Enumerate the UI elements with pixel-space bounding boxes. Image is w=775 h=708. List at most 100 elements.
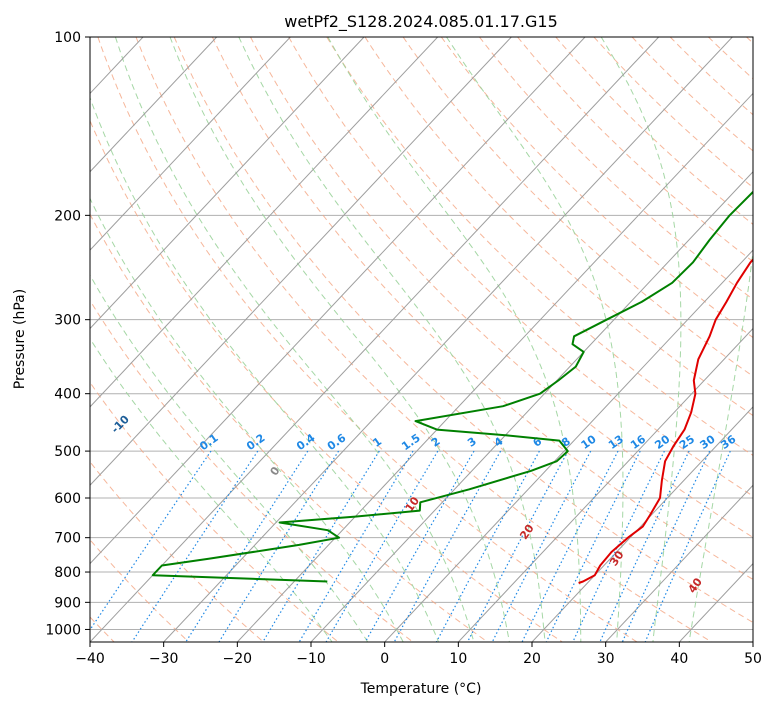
x-tick-label: 40 xyxy=(670,651,688,667)
moist-adiabat-line xyxy=(327,37,582,642)
mixing-ratio-label: 30 xyxy=(698,432,718,452)
mixing-ratio-label: 36 xyxy=(718,432,738,452)
y-tick-label: 800 xyxy=(54,565,81,581)
mixing-ratio-line xyxy=(572,450,665,642)
isotherm-line xyxy=(163,37,733,642)
x-tick-label: 10 xyxy=(449,651,467,667)
dry-adiabat-line xyxy=(402,37,753,377)
y-tick-label: 600 xyxy=(54,491,81,507)
y-tick-label: 700 xyxy=(54,531,81,547)
mixing-ratio-line xyxy=(435,450,540,642)
mixing-ratio-label: 1.5 xyxy=(399,431,422,453)
moist-adiabat-label: 0 xyxy=(268,464,283,478)
mixing-ratio-line xyxy=(218,450,340,642)
isotherm-line xyxy=(0,37,69,642)
moist-adiabat-line xyxy=(169,37,510,642)
dry-adiabat-line xyxy=(364,37,753,417)
y-tick-label: 1000 xyxy=(45,622,81,638)
y-axis-label: Pressure (hPa) xyxy=(12,289,28,389)
dry-adiabat-line xyxy=(288,37,753,497)
dry-adiabat-line xyxy=(90,539,190,642)
dry-adiabat-label: -20 xyxy=(27,379,50,402)
dry-adiabat-line xyxy=(326,37,753,456)
mixing-ratio-line xyxy=(466,450,569,642)
dry-adiabat-line xyxy=(90,119,563,642)
x-tick-label: 20 xyxy=(523,651,541,667)
mixing-ratio-label: 3 xyxy=(465,435,479,450)
y-tick-label: 900 xyxy=(54,595,81,611)
isotherm-line xyxy=(90,37,586,565)
isotherm-line xyxy=(678,562,753,642)
x-tick-label: 30 xyxy=(597,651,615,667)
moist-adiabat-line xyxy=(90,337,333,642)
dry-adiabat-label: -10 xyxy=(109,412,132,435)
isotherm-line xyxy=(90,37,218,173)
isotherm-line xyxy=(90,37,365,330)
dry-adiabat-line xyxy=(631,37,753,152)
moist-adiabat-line xyxy=(90,274,369,642)
mixing-ratio-line xyxy=(325,450,439,642)
dry-adiabat-line xyxy=(669,37,753,116)
dry-adiabat-line xyxy=(708,37,753,80)
plot-area: -100-90-80-70-60-50-40-30-20-100.10.20.4… xyxy=(0,37,753,642)
y-tick-label: 300 xyxy=(54,313,81,329)
y-tick-label: 100 xyxy=(54,30,81,46)
x-tick-label: 0 xyxy=(380,651,389,667)
mixing-ratio-line xyxy=(621,450,711,642)
moist-adiabat-line xyxy=(688,247,753,642)
mixing-ratio-line xyxy=(131,450,259,642)
y-tick-label: 400 xyxy=(54,387,81,403)
x-tick-label: 50 xyxy=(744,651,762,667)
mixing-ratio-label: 6 xyxy=(531,434,545,449)
moist-adiabat-line xyxy=(90,197,404,642)
moist-adiabat-line xyxy=(90,96,439,642)
dry-adiabat-line xyxy=(593,37,753,189)
mixing-ratio-line xyxy=(521,450,619,642)
mixing-ratio-line xyxy=(644,450,731,642)
axes: −40 −30 −20 −10 0 10 20 30 40 5010020030040050060… xyxy=(45,30,762,667)
x-axis-label: Temperature (°C) xyxy=(360,681,482,697)
x-tick-label: −40 xyxy=(75,651,105,667)
mixing-ratio-line xyxy=(393,450,502,642)
y-tick-label: 500 xyxy=(54,444,81,460)
dry-adiabat-line xyxy=(135,37,712,642)
isotherm-line xyxy=(90,37,660,642)
moist-adiabat-line xyxy=(114,37,475,642)
moist-adiabat-label: 40 xyxy=(686,575,706,595)
dry-adiabat-line xyxy=(90,460,264,642)
mixing-ratio-label: 0.4 xyxy=(294,431,318,453)
isotherm-line xyxy=(236,92,753,642)
mixing-ratio-line xyxy=(298,450,414,642)
mixing-ratio-label: 1 xyxy=(370,435,384,450)
dry-adiabat-line xyxy=(90,381,339,642)
mixing-ratio-label: 0.1 xyxy=(197,431,220,453)
plot-frame xyxy=(89,36,754,643)
mixing-ratio-line xyxy=(262,450,380,642)
moist-adiabat-label: 30 xyxy=(607,548,627,568)
chart-title: wetPf2_S128.2024.085.01.17.G15 xyxy=(284,12,558,32)
isotherm-line xyxy=(531,406,753,642)
mixing-ratio-label: 16 xyxy=(628,432,648,452)
isotherm-line xyxy=(752,641,753,642)
dry-adiabat-line xyxy=(440,37,753,339)
mixing-ratio-label: 0.6 xyxy=(325,431,349,453)
x-tick-label: −10 xyxy=(296,651,326,667)
temperature-profile-line xyxy=(578,258,753,584)
isotherm-line xyxy=(90,37,291,251)
dry-adiabat-line xyxy=(517,37,753,263)
mixing-ratio-label: 10 xyxy=(579,432,599,452)
isotherm-line xyxy=(457,327,753,642)
mixing-ratio-line xyxy=(599,450,690,642)
isotherm-line xyxy=(605,484,753,642)
mixing-ratio-line xyxy=(185,450,309,642)
dry-adiabat-line xyxy=(97,37,638,642)
mixing-ratio-label: 20 xyxy=(652,432,672,452)
y-tick-label: 200 xyxy=(54,208,81,224)
isotherm-line xyxy=(90,37,512,486)
mixing-ratio-label: 2 xyxy=(429,435,443,450)
dry-adiabat-line xyxy=(746,37,753,44)
dry-adiabat-line xyxy=(90,299,414,642)
dry-adiabat-line xyxy=(173,37,753,624)
isotherm-line xyxy=(384,249,753,642)
